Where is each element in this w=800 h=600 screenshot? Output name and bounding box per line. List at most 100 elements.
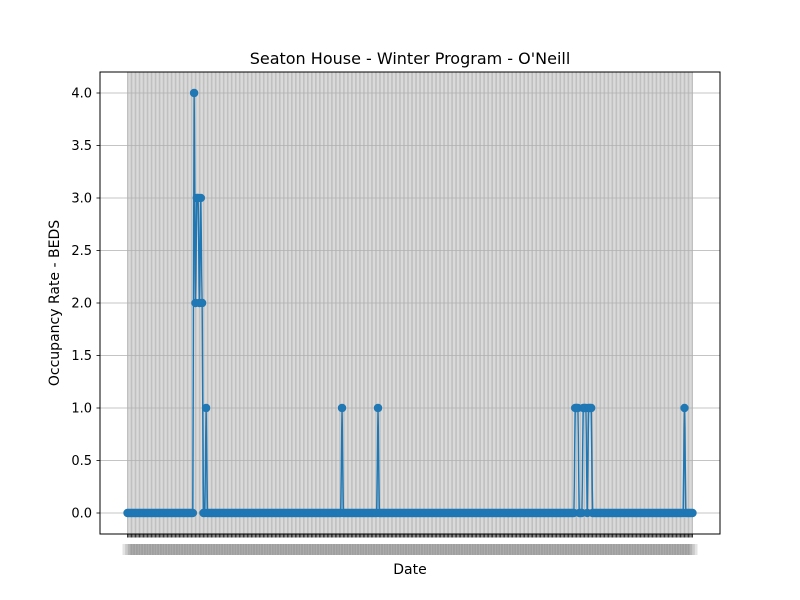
x-tick-label — [322, 544, 333, 555]
x-tick-label — [178, 544, 189, 555]
x-tick-label — [418, 544, 429, 555]
x-tick-label — [436, 544, 447, 555]
x-tick-label — [167, 544, 178, 555]
x-tick-label — [535, 544, 546, 555]
x-tick-label — [415, 544, 426, 555]
x-tick-label — [420, 544, 431, 555]
data-point — [201, 403, 211, 413]
x-tick-label — [455, 544, 466, 555]
data-point — [196, 193, 205, 203]
x-tick-label — [492, 544, 503, 555]
x-tick-label — [397, 544, 408, 555]
data-point — [189, 88, 199, 98]
x-tick-label — [650, 544, 661, 555]
x-tick-label — [309, 544, 320, 555]
x-tick-label — [314, 544, 325, 555]
x-tick-label — [263, 544, 274, 555]
x-tick-label — [450, 544, 461, 555]
x-tick-label — [431, 544, 442, 555]
x-tick-label — [170, 544, 181, 555]
x-tick-label — [266, 544, 277, 555]
y-tick-label: 4.0 — [71, 87, 92, 102]
x-tick-label — [319, 544, 330, 555]
x-tick-label — [261, 544, 272, 555]
x-tick-label — [479, 544, 490, 555]
x-tick-label — [399, 544, 410, 555]
x-axis-label: Date — [393, 562, 426, 578]
x-tick-label — [460, 544, 471, 555]
x-tick-label — [258, 544, 269, 555]
x-tick-label — [503, 544, 514, 555]
x-tick-label — [175, 544, 186, 555]
x-tick-label — [442, 544, 453, 555]
x-tick-label — [548, 544, 559, 555]
x-tick-label — [317, 544, 328, 555]
x-tick-label — [687, 544, 698, 555]
x-tick-label — [381, 544, 392, 555]
x-tick-label — [556, 544, 567, 555]
x-tick-label — [458, 544, 469, 555]
x-tick-label — [357, 544, 368, 555]
x-tick-label — [378, 544, 389, 555]
x-tick-label — [562, 544, 573, 555]
x-tick-label — [631, 544, 642, 555]
x-tick-label — [391, 544, 402, 555]
data-point — [337, 403, 347, 413]
x-tick-label — [610, 544, 621, 555]
x-tick-label — [253, 544, 264, 555]
x-tick-label — [301, 544, 312, 555]
x-tick-label — [671, 544, 682, 555]
x-tick-label — [234, 544, 245, 555]
x-tick-label — [463, 544, 474, 555]
x-tick-label — [359, 544, 370, 555]
x-tick-label — [135, 544, 146, 555]
x-tick-label — [447, 544, 458, 555]
x-tick-label — [506, 544, 517, 555]
x-tick-label — [423, 544, 434, 555]
x-tick-label — [468, 544, 479, 555]
x-tick-label — [591, 544, 602, 555]
x-tick-label — [466, 544, 477, 555]
x-tick-label — [242, 544, 253, 555]
x-tick-label — [202, 544, 213, 555]
x-tick-label — [154, 544, 165, 555]
x-tick-label — [181, 544, 192, 555]
x-tick-label — [250, 544, 261, 555]
x-tick-label — [255, 544, 266, 555]
x-tick-label — [285, 544, 296, 555]
x-tick-label — [487, 544, 498, 555]
x-tick-label — [490, 544, 501, 555]
x-tick-label — [146, 544, 157, 555]
x-tick-label — [647, 544, 658, 555]
x-tick-label — [684, 544, 695, 555]
x-tick-label — [341, 544, 352, 555]
x-tick-label — [444, 544, 455, 555]
x-tick-label — [335, 544, 346, 555]
x-tick-label — [599, 544, 610, 555]
x-tick-label — [303, 544, 314, 555]
x-tick-label — [405, 544, 415, 555]
x-tick-label — [543, 544, 554, 555]
x-tick-label — [575, 544, 586, 555]
x-tick-label — [269, 544, 280, 555]
x-tick-label — [495, 544, 506, 555]
x-tick-label — [551, 544, 562, 555]
x-tick-label — [586, 544, 597, 555]
x-tick-label — [402, 544, 413, 555]
x-tick-label — [394, 544, 405, 555]
x-tick-label — [594, 544, 605, 555]
x-tick-label — [141, 544, 152, 555]
x-tick-label — [245, 544, 256, 555]
x-tick-label — [207, 544, 218, 555]
x-tick-label — [237, 544, 248, 555]
x-tick-label — [666, 544, 677, 555]
x-tick-label — [498, 544, 509, 555]
y-axis-label: Occupancy Rate - BEDS — [47, 220, 63, 386]
x-tick-label — [130, 544, 141, 555]
x-tick-label — [602, 544, 613, 555]
x-tick-label — [149, 544, 160, 555]
x-tick-label — [500, 544, 511, 555]
x-tick-label — [125, 544, 136, 555]
x-tick-label — [567, 544, 578, 555]
